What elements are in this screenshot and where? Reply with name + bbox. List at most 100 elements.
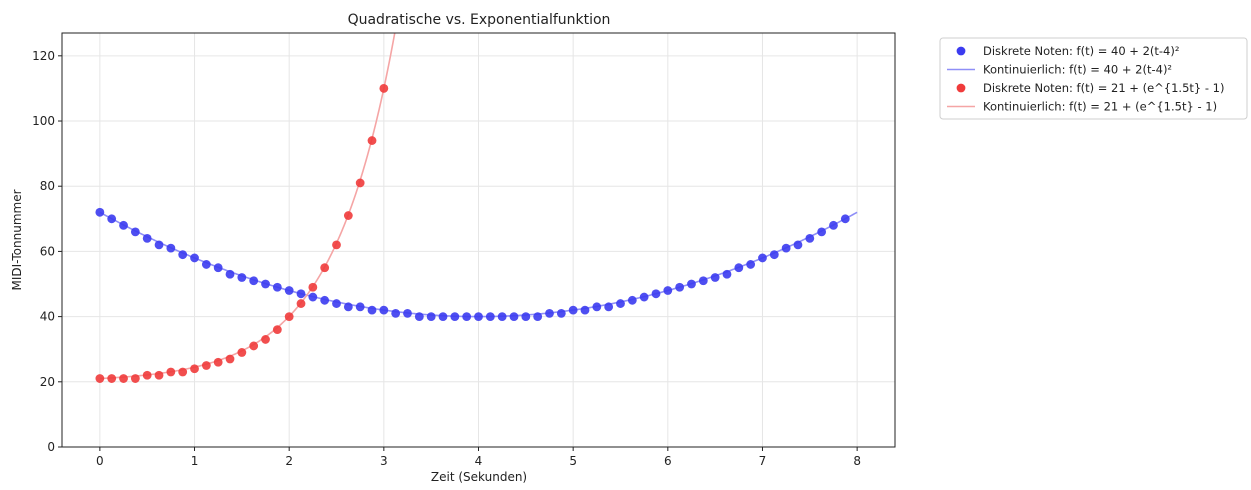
data-point — [154, 370, 164, 380]
data-point — [320, 295, 330, 305]
x-tick-label: 6 — [664, 454, 672, 468]
data-point — [272, 325, 282, 335]
data-point — [213, 263, 223, 273]
data-point — [107, 374, 117, 383]
data-point — [462, 312, 472, 322]
data-point — [201, 260, 211, 269]
legend: Diskrete Noten: f(t) = 40 + 2(t-4)² Konti… — [939, 37, 1248, 120]
y-tick-label: 20 — [40, 375, 55, 389]
data-point — [379, 84, 389, 93]
data-point — [213, 357, 223, 367]
data-point — [556, 308, 566, 318]
x-tick-label: 8 — [853, 454, 861, 468]
data-point — [95, 374, 105, 383]
data-point — [332, 240, 341, 250]
data-point — [568, 305, 578, 315]
data-point — [119, 220, 128, 230]
y-tick-label: 120 — [32, 49, 55, 63]
data-point — [545, 308, 554, 318]
y-tick-label: 0 — [47, 440, 55, 454]
data-point — [107, 214, 117, 224]
data-point — [438, 312, 448, 322]
data-point — [687, 279, 696, 289]
data-point — [119, 374, 128, 383]
x-tick-label: 1 — [191, 454, 199, 468]
data-point — [178, 367, 188, 377]
data-point — [651, 289, 661, 299]
data-point — [343, 211, 353, 220]
data-point — [296, 299, 306, 308]
chart-title: Quadratische vs. Exponentialfunktion — [348, 12, 611, 28]
data-point — [485, 312, 495, 322]
data-point — [166, 367, 176, 377]
data-point — [142, 370, 152, 380]
legend-label: Diskrete Noten: f(t) = 21 + (e^{1.5t} - … — [983, 81, 1224, 95]
data-point — [817, 227, 827, 237]
data-point — [320, 263, 330, 273]
data-point — [237, 273, 247, 282]
data-point — [450, 312, 460, 322]
data-point — [710, 273, 720, 282]
data-point — [284, 286, 294, 295]
data-point — [403, 308, 412, 318]
x-tick-label: 7 — [759, 454, 767, 468]
data-point — [367, 305, 377, 315]
data-point — [95, 207, 105, 217]
data-point — [379, 305, 389, 315]
data-point — [308, 282, 318, 292]
data-point — [722, 269, 732, 279]
data-point — [332, 299, 341, 308]
y-tick-label: 100 — [32, 114, 55, 128]
discrete-points — [95, 84, 850, 383]
y-tick-label: 80 — [40, 179, 55, 193]
legend-label: Diskrete Noten: f(t) = 40 + 2(t-4)² — [983, 44, 1179, 58]
data-point — [272, 282, 282, 292]
data-point — [734, 263, 744, 273]
data-point — [639, 292, 649, 302]
data-point — [627, 295, 637, 305]
data-point — [805, 233, 815, 243]
data-point — [249, 276, 259, 286]
legend-items: Diskrete Noten: f(t) = 40 + 2(t-4)² Konti… — [947, 44, 1224, 114]
y-tick-label: 40 — [40, 310, 55, 324]
legend-label: Kontinuierlich: f(t) = 21 + (e^{1.5t} - … — [983, 100, 1217, 114]
legend-marker — [956, 83, 966, 93]
y-tick-label: 60 — [40, 244, 55, 258]
data-point — [201, 361, 211, 370]
x-tick-label: 0 — [96, 454, 104, 468]
data-point — [414, 312, 424, 322]
data-point — [367, 136, 377, 145]
data-point — [592, 302, 602, 312]
data-point — [190, 364, 199, 374]
x-axis-label: Zeit (Sekunden) — [431, 470, 527, 484]
data-point — [225, 269, 235, 279]
data-point — [190, 253, 199, 263]
data-point — [497, 312, 507, 322]
data-point — [225, 354, 235, 364]
data-point — [781, 243, 791, 253]
legend-label: Kontinuierlich: f(t) = 40 + 2(t-4)² — [983, 63, 1172, 77]
data-point — [793, 240, 803, 250]
x-tick-label: 2 — [285, 454, 293, 468]
data-point — [284, 312, 294, 322]
x-tick-label: 4 — [475, 454, 483, 468]
data-point — [829, 220, 838, 230]
data-point — [698, 276, 708, 286]
data-point — [355, 302, 365, 312]
x-tick-label: 3 — [380, 454, 388, 468]
data-point — [840, 214, 850, 224]
grid — [62, 33, 895, 448]
data-point — [261, 279, 270, 289]
data-point — [769, 250, 779, 260]
curve-line — [99, 32, 396, 380]
data-point — [261, 335, 270, 344]
data-point — [308, 292, 318, 302]
legend-frame — [939, 37, 1248, 120]
data-point — [663, 286, 673, 295]
data-point — [604, 302, 614, 312]
data-point — [237, 348, 247, 357]
data-point — [249, 341, 259, 351]
